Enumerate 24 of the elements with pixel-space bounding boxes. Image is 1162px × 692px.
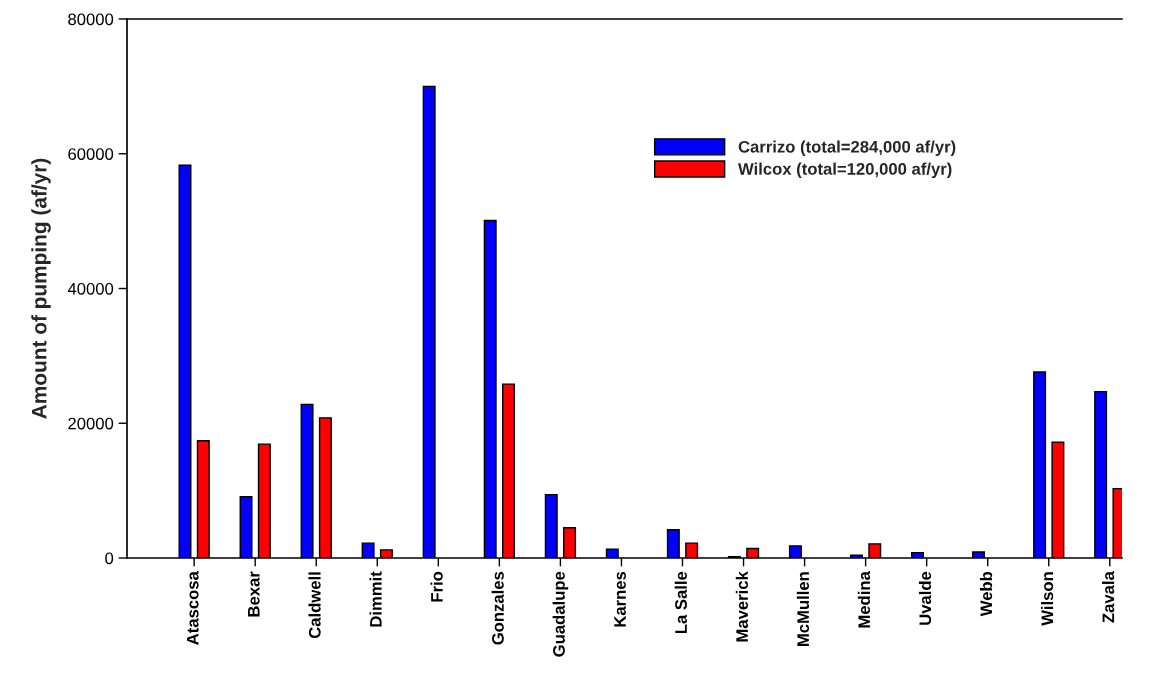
x-tick-label: Frio	[430, 571, 443, 602]
y-tick-label: 60000	[68, 148, 114, 160]
x-tick-label: Zavala	[1102, 571, 1115, 623]
y-tick-label: 0	[105, 552, 114, 565]
x-tick-label: Guadalupe	[552, 571, 569, 657]
y-axis-title: Amount of pumping (af/yr)	[31, 158, 51, 419]
y-tick-label: 40000	[67, 282, 114, 295]
x-tick-label: Uvalde	[918, 571, 932, 625]
y-tick-label: 20000	[68, 417, 114, 430]
x-tick-label: Karnes	[614, 571, 626, 627]
x-tick-label: Bexar	[248, 571, 260, 617]
x-tick-label: Atascosa	[186, 571, 199, 645]
x-tick-label: Wilson	[1040, 572, 1054, 626]
legend-label: Carrizo (total=284,000 af/yr)	[738, 140, 956, 156]
x-tick-label: Maverick	[735, 571, 749, 642]
x-tick-label: Gonzales	[491, 571, 504, 645]
x-tick-label: Medina	[857, 571, 871, 628]
x-tick-label: McMullen	[796, 572, 810, 646]
y-tick-label: 80000	[68, 13, 114, 26]
x-tick-label: Dimmit	[369, 571, 382, 627]
x-tick-label: La Salle	[674, 571, 687, 634]
x-tick-label: Webb	[979, 571, 993, 617]
legend-label: Wilcox (total=120,000 af/yr)	[738, 162, 952, 179]
x-tick-label: Caldwell	[308, 572, 321, 639]
